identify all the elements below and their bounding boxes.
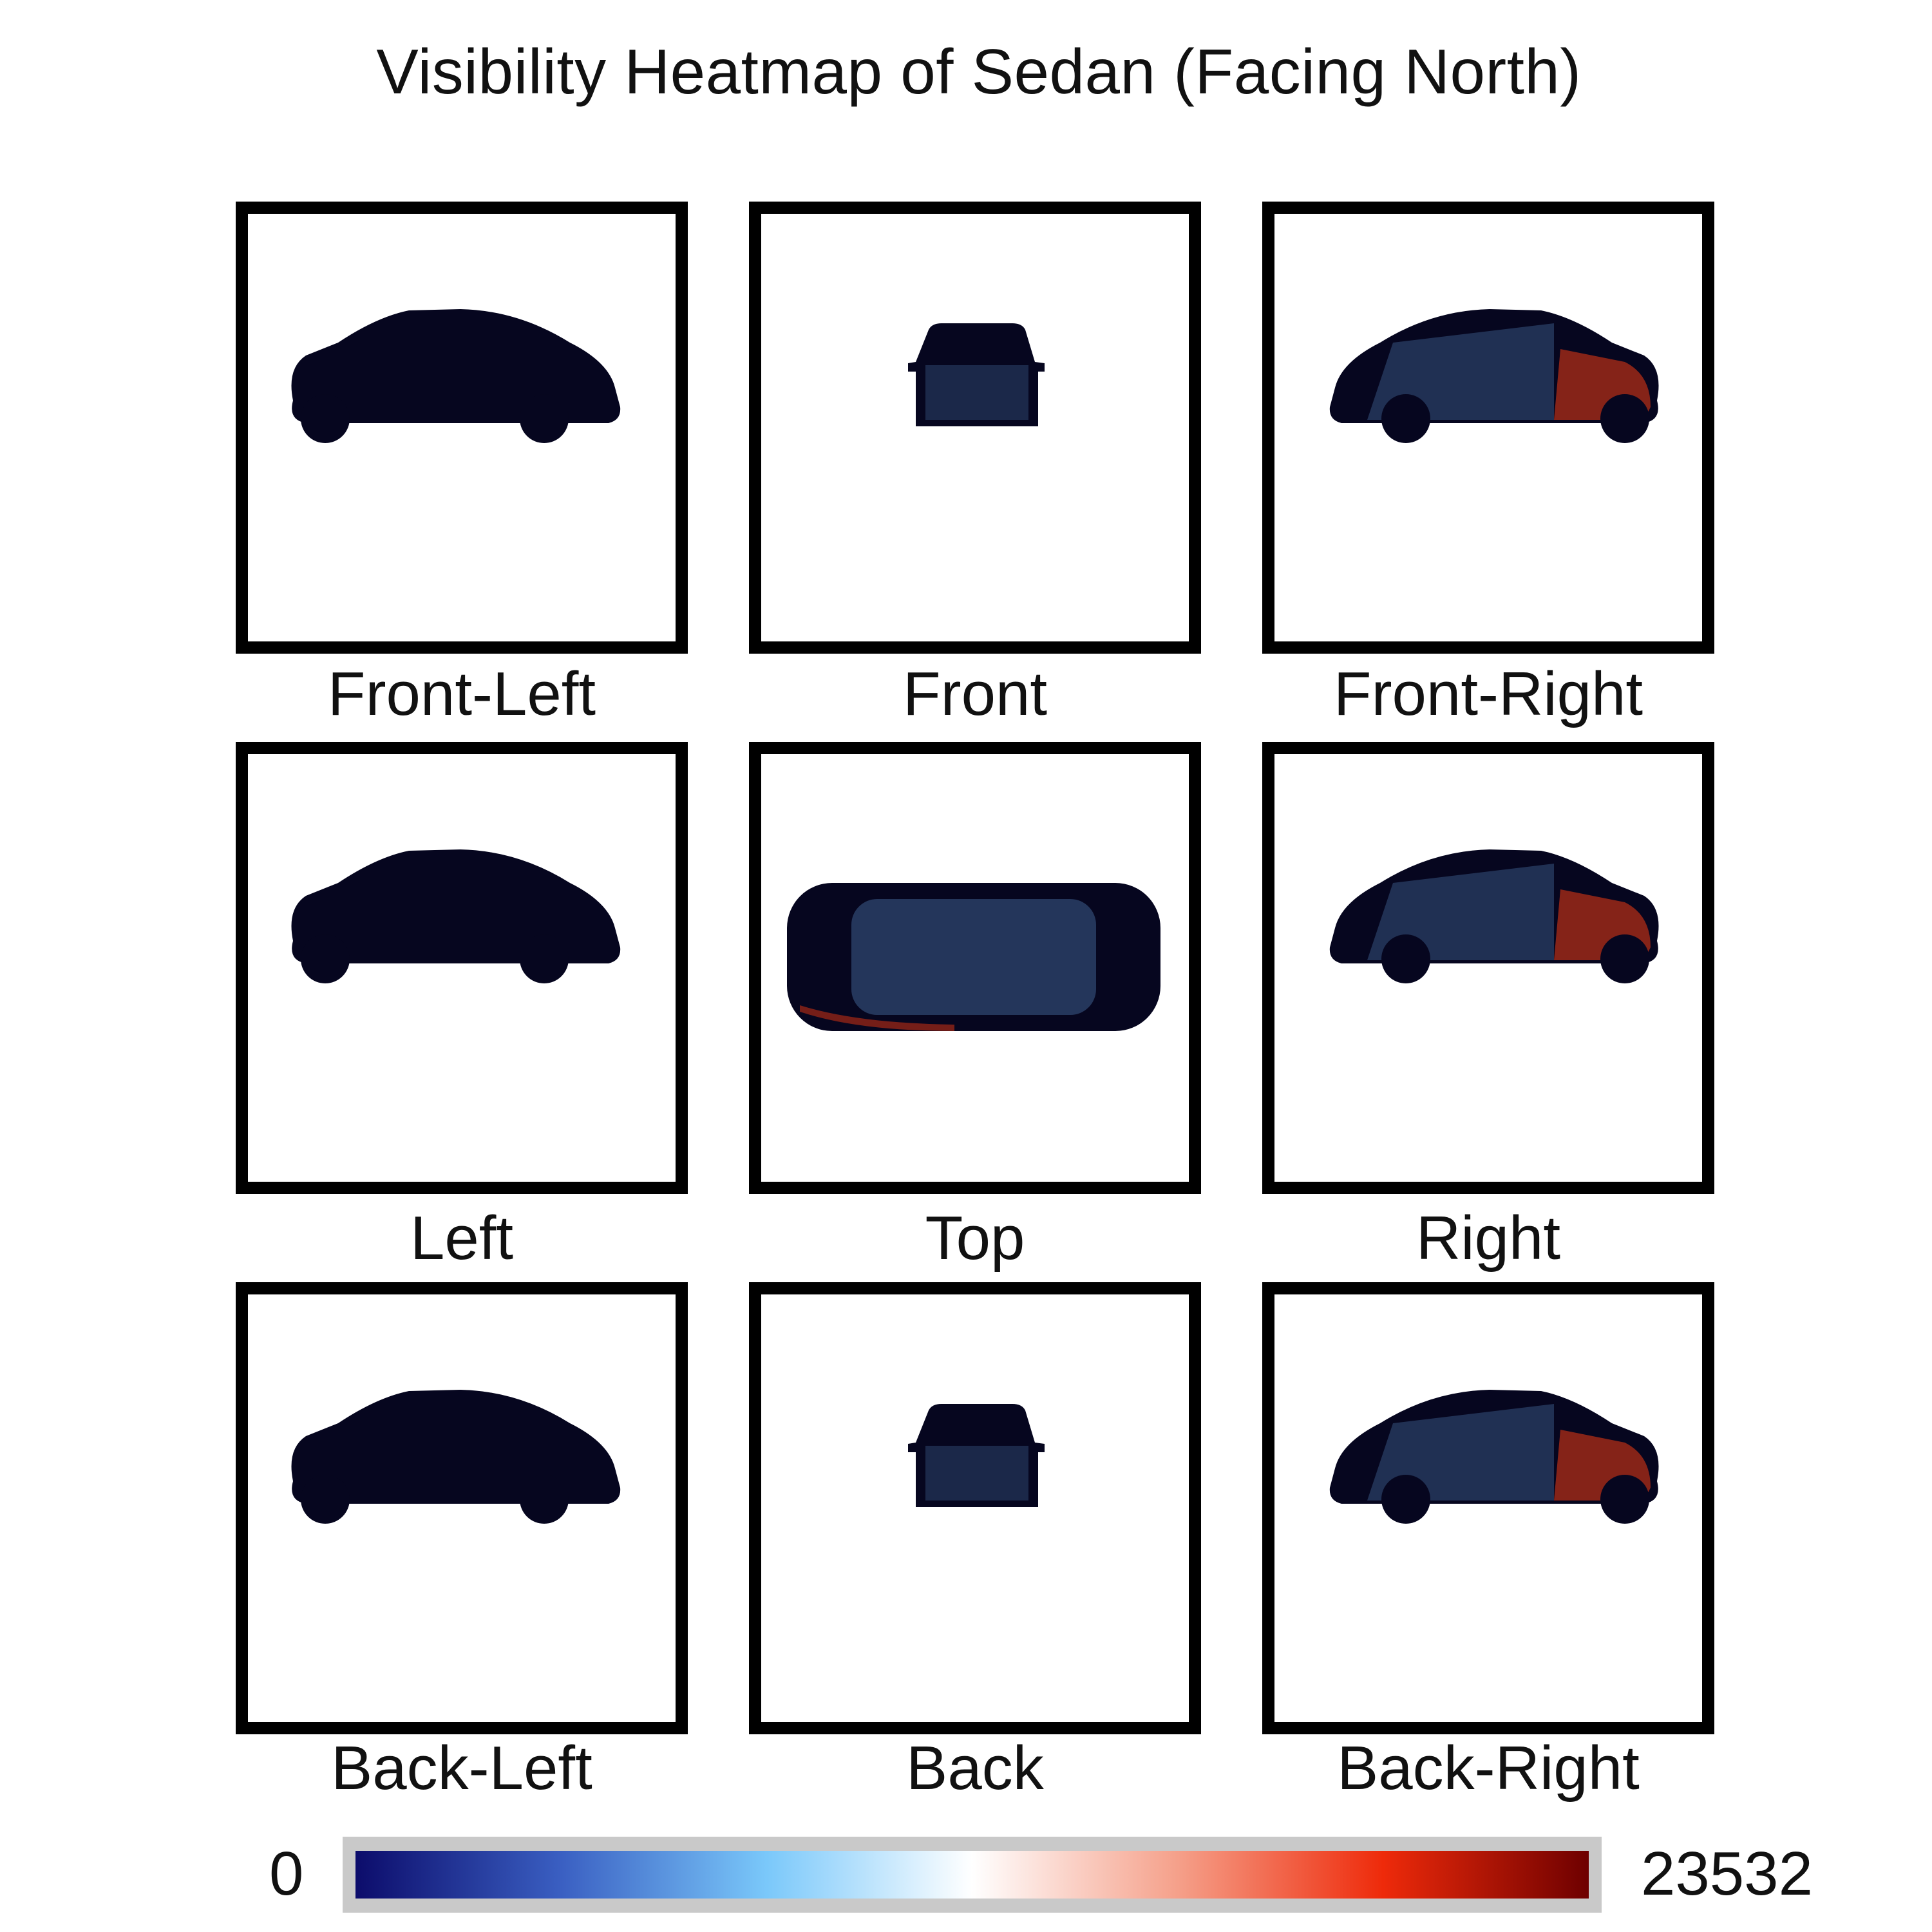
view-panel-back-left	[236, 1282, 688, 1734]
view-label-front-right: Front-Right	[1333, 659, 1643, 728]
heat-region	[925, 365, 1028, 420]
view-panel-front-left	[236, 202, 688, 654]
view-label-front: Front	[902, 659, 1048, 728]
wheel	[1381, 1475, 1430, 1524]
view-label-left: Left	[410, 1204, 514, 1273]
wheel	[520, 934, 569, 983]
view-panel-front-right	[1262, 202, 1714, 654]
car-render-front-right	[1329, 309, 1659, 443]
view-panel-right	[1262, 742, 1714, 1194]
view-label-front-left: Front-Left	[327, 659, 596, 728]
view-panel-front	[749, 202, 1201, 654]
view-label-top: Top	[925, 1204, 1025, 1273]
car-render-front	[908, 323, 1045, 426]
car-render-back	[908, 1404, 1045, 1507]
wheel	[301, 1475, 350, 1524]
wheel	[520, 394, 569, 443]
car-render-top	[787, 883, 1160, 1031]
view-label-back: Back	[906, 1734, 1044, 1803]
wheel	[301, 394, 350, 443]
car-body	[291, 849, 621, 963]
car-render-back-right	[1329, 1390, 1659, 1524]
colorbar	[343, 1837, 1602, 1913]
heat-region	[925, 1446, 1028, 1501]
colorbar-max-label: 23532	[1641, 1839, 1813, 1908]
car-render-right	[1329, 849, 1659, 983]
wheel	[1600, 1475, 1649, 1524]
car-render-left	[291, 849, 621, 983]
view-panel-left	[236, 742, 688, 1194]
colorbar-min-label: 0	[269, 1839, 304, 1908]
view-label-back-right: Back-Right	[1337, 1734, 1640, 1803]
view-panel-back-right	[1262, 1282, 1714, 1734]
view-panel-back	[749, 1282, 1201, 1734]
heat-region	[851, 899, 1096, 1015]
wheel	[1381, 934, 1430, 983]
view-panel-top	[749, 742, 1201, 1194]
wheel	[520, 1475, 569, 1524]
wheel	[1600, 394, 1649, 443]
view-label-back-left: Back-Left	[331, 1734, 592, 1803]
colorbar-gradient	[355, 1851, 1589, 1899]
car-body	[291, 1390, 621, 1504]
chart-title: Visibility Heatmap of Sedan (Facing Nort…	[376, 36, 1582, 107]
wheel	[1381, 394, 1430, 443]
car-render-front-left	[291, 309, 621, 443]
heat-region	[800, 1005, 954, 1031]
view-label-right: Right	[1416, 1204, 1561, 1273]
car-body	[291, 309, 621, 423]
wheel	[1600, 934, 1649, 983]
wheel	[301, 934, 350, 983]
car-render-back-left	[291, 1390, 621, 1524]
